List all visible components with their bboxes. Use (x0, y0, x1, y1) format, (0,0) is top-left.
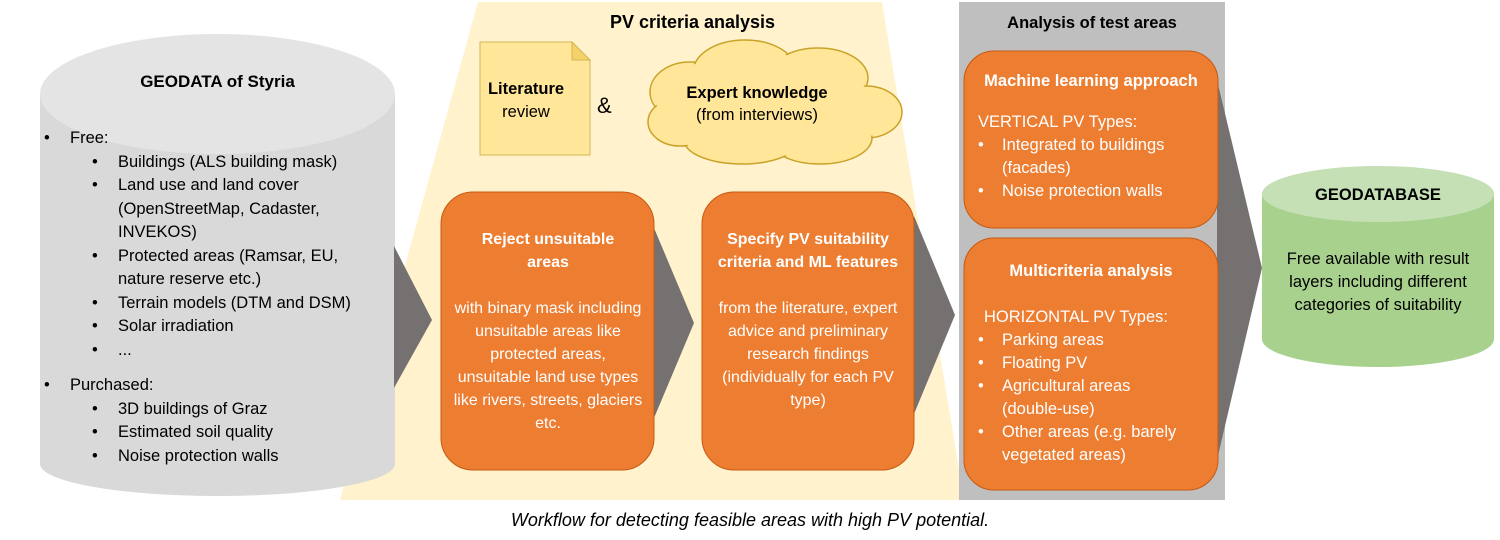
reject-box (440, 191, 655, 471)
arrow-3 (914, 216, 955, 414)
free-items: Buildings (ALS building mask) Land use a… (42, 151, 397, 363)
purchased-item: 3D buildings of Graz (42, 398, 397, 422)
geodatabase-body: Free available with result layers includ… (1286, 250, 1470, 314)
test-areas-title: Analysis of test areas (1007, 14, 1177, 32)
free-item: Terrain models (DTM and DSM) (42, 292, 397, 316)
specify-body: from the literature, expert advice and p… (718, 300, 898, 409)
purchased-items: 3D buildings of Graz Estimated soil qual… (42, 398, 397, 469)
ml-item: Noise protection walls (964, 180, 1208, 203)
ampersand: & (597, 93, 612, 118)
ml-item: Integrated to buildings (facades) (964, 134, 1208, 180)
expert-sub: (from interviews) (696, 106, 818, 124)
specify-box (701, 191, 915, 471)
literature-text: Literature review (480, 78, 572, 124)
arrow-2 (654, 228, 694, 418)
purchased-label: Purchased: (42, 374, 397, 398)
geodatabase-title: GEODATABASE (1315, 186, 1441, 204)
free-item: Solar irradiation (42, 315, 397, 339)
geodata-title: GEODATA of Styria (140, 72, 295, 91)
pv-criteria-title: PV criteria analysis (609, 12, 776, 32)
mc-subtitle: HORIZONTAL PV Types: (984, 308, 1168, 326)
reject-title: Reject unsuitable areas (481, 231, 615, 271)
geodatabase-cylinder (1262, 166, 1494, 367)
literature-document (479, 40, 592, 156)
ml-text: Machine learning approach VERTICAL PV Ty… (964, 70, 1218, 203)
reject-body: with binary mask including unsuitable ar… (453, 300, 643, 432)
arrow-4 (1217, 80, 1262, 460)
ml-title: Machine learning approach (984, 72, 1198, 90)
mc-items: Parking areas Floating PV Agricultural a… (964, 329, 1218, 467)
mc-item: Floating PV (964, 352, 1218, 375)
purchased-item: Noise protection walls (42, 445, 397, 469)
reject-text: Reject unsuitable areas with binary mask… (453, 228, 643, 435)
expert-text: Expert knowledge (from interviews) (662, 82, 852, 126)
free-item: Buildings (ALS building mask) (42, 151, 397, 175)
free-label: Free: (42, 127, 397, 151)
mc-item: Other areas (e.g. barely vegetated areas… (964, 421, 1218, 467)
mc-item: Agricultural areas (double-use) (964, 375, 1218, 421)
free-item: Protected areas (Ramsar, EU, nature rese… (42, 245, 397, 292)
specify-title: Specify PV suitability criteria and ML f… (717, 231, 899, 271)
mc-item: Parking areas (964, 329, 1218, 352)
figure-caption: Workflow for detecting feasible areas wi… (510, 510, 990, 530)
purchased-item: Estimated soil quality (42, 421, 397, 445)
free-item: ... (42, 339, 397, 363)
arrow-1 (394, 246, 432, 388)
literature-sub: review (502, 103, 550, 121)
expert-cloud-fill (650, 42, 900, 162)
mc-title: Multicriteria analysis (1009, 262, 1173, 280)
mc-text: Multicriteria analysis HORIZONTAL PV Typ… (964, 260, 1218, 467)
geodata-list: Free: Buildings (ALS building mask) Land… (42, 127, 397, 468)
specify-text: Specify PV suitability criteria and ML f… (712, 228, 904, 412)
literature-title: Literature (487, 80, 565, 98)
free-item: Land use and land cover (OpenStreetMap, … (42, 174, 397, 245)
ml-subtitle: VERTICAL PV Types: (978, 113, 1138, 131)
ml-items: Integrated to buildings (facades) Noise … (964, 134, 1218, 203)
expert-title: Expert knowledge (686, 84, 828, 102)
